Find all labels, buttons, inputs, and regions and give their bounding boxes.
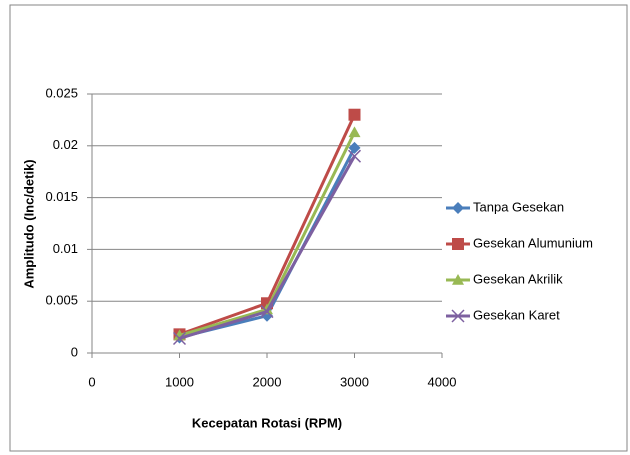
marker (348, 141, 361, 154)
y-tick-label: 0.015 (45, 189, 78, 204)
marker (452, 274, 464, 285)
chart-border (9, 4, 628, 452)
marker (172, 331, 187, 346)
marker (451, 309, 465, 323)
marker (260, 305, 274, 319)
legend-label: Gesekan Karet (473, 307, 560, 322)
x-tick-label: 2000 (253, 374, 282, 389)
legend-label: Gesekan Alumunium (473, 235, 593, 250)
marker (347, 149, 362, 163)
y-tick-label: 0.025 (45, 85, 78, 100)
y-tick-label: 0.01 (53, 241, 78, 256)
marker (348, 126, 361, 138)
marker (452, 238, 464, 250)
y-tick-label: 0.005 (45, 293, 78, 308)
x-tick-label: 3000 (340, 374, 369, 389)
legend-label: Gesekan Akrilik (473, 271, 563, 286)
marker (348, 108, 361, 121)
x-tick-label: 1000 (165, 374, 194, 389)
x-tick-label: 4000 (428, 374, 457, 389)
legend-label: Tanpa Gesekan (473, 199, 564, 214)
marker (452, 202, 464, 214)
x-tick-label: 0 (88, 374, 95, 389)
y-tick-label: 0.02 (53, 137, 78, 152)
x-axis-title: Kecepatan Rotasi (RPM) (192, 415, 342, 430)
y-tick-label: 0 (71, 344, 78, 359)
y-axis-title: Amplitudo (Inc/detik) (21, 159, 36, 288)
